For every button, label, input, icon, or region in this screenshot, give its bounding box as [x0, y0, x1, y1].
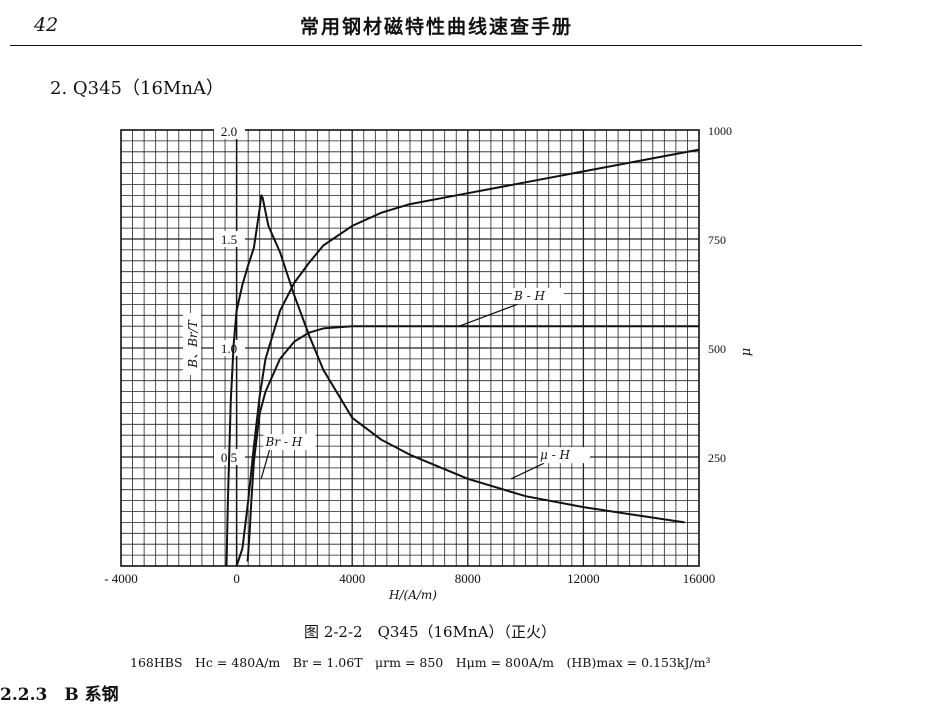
annotation-leader — [260, 449, 271, 479]
y-right-axis-ticks: 250 500 750 1000 — [708, 124, 732, 465]
y-left-tick-label: 1.5 — [221, 232, 237, 247]
x-tick-label: - 4000 — [104, 571, 138, 586]
plot-frame — [120, 129, 700, 567]
x-tick-label: 0 — [233, 571, 240, 586]
next-section-heading: 2.2.3 B 系钢 — [0, 685, 119, 705]
x-tick-label: 12000 — [567, 571, 600, 586]
annotation-label-bg — [512, 288, 565, 305]
y-right-axis-label: μ — [739, 348, 754, 356]
y-left-axis-label: B、Br/T — [186, 319, 200, 368]
figure-parameters: 168HBS Hc = 480A/m Br = 1.06T μrm = 850 … — [130, 655, 711, 670]
x-tick-label: 8000 — [455, 571, 481, 586]
annotation-label: Br - H — [265, 435, 303, 449]
y-left-label-bg — [183, 313, 201, 375]
mu-h-curve — [225, 194, 685, 567]
y-left-tick-label-bg — [214, 123, 245, 139]
y-right-tick-label: 500 — [708, 342, 726, 356]
y-right-tick-label: 750 — [708, 233, 726, 247]
annotation-label: B - H — [513, 289, 546, 303]
annotation-label-bg — [538, 447, 591, 464]
annotation-leader — [458, 303, 519, 327]
x-tick-label: 4000 — [339, 571, 365, 586]
section-title: 2. Q345（16MnA） — [50, 78, 224, 99]
y-left-axis-ticks: 0.51.01.52.0 — [214, 123, 245, 465]
x-axis-ticks: - 4000 0 4000 8000 12000 16000 — [104, 571, 715, 586]
b-h-curve — [235, 148, 700, 567]
y-right-tick-label: 250 — [708, 451, 726, 465]
figure-caption: 图 2-2-2 Q345（16MnA）（正火） — [304, 623, 556, 641]
x-axis-label: H/(A/m) — [388, 588, 437, 602]
y-right-tick-label: 1000 — [708, 124, 732, 138]
y-left-tick-label-bg — [214, 231, 245, 247]
running-title: 常用钢材磁特性曲线速查手册 — [300, 16, 574, 38]
page-number: 42 — [34, 14, 59, 36]
annotation-label: μ - H — [540, 448, 570, 462]
annotation-layer: B - H Br - H μ - H — [260, 288, 591, 480]
br-h-curve — [246, 325, 699, 562]
x-tick-label: 16000 — [683, 571, 716, 586]
y-left-tick-label-bg — [214, 340, 245, 356]
header-rule — [10, 45, 862, 46]
series-layer — [225, 148, 700, 567]
annotation-label-bg — [263, 434, 316, 451]
y-left-tick-label: 2.0 — [221, 124, 237, 139]
magnetization-chart: - 4000 0 4000 8000 12000 16000 0.51.01.52.0 2… — [104, 123, 754, 602]
annotation-leader — [510, 462, 545, 480]
